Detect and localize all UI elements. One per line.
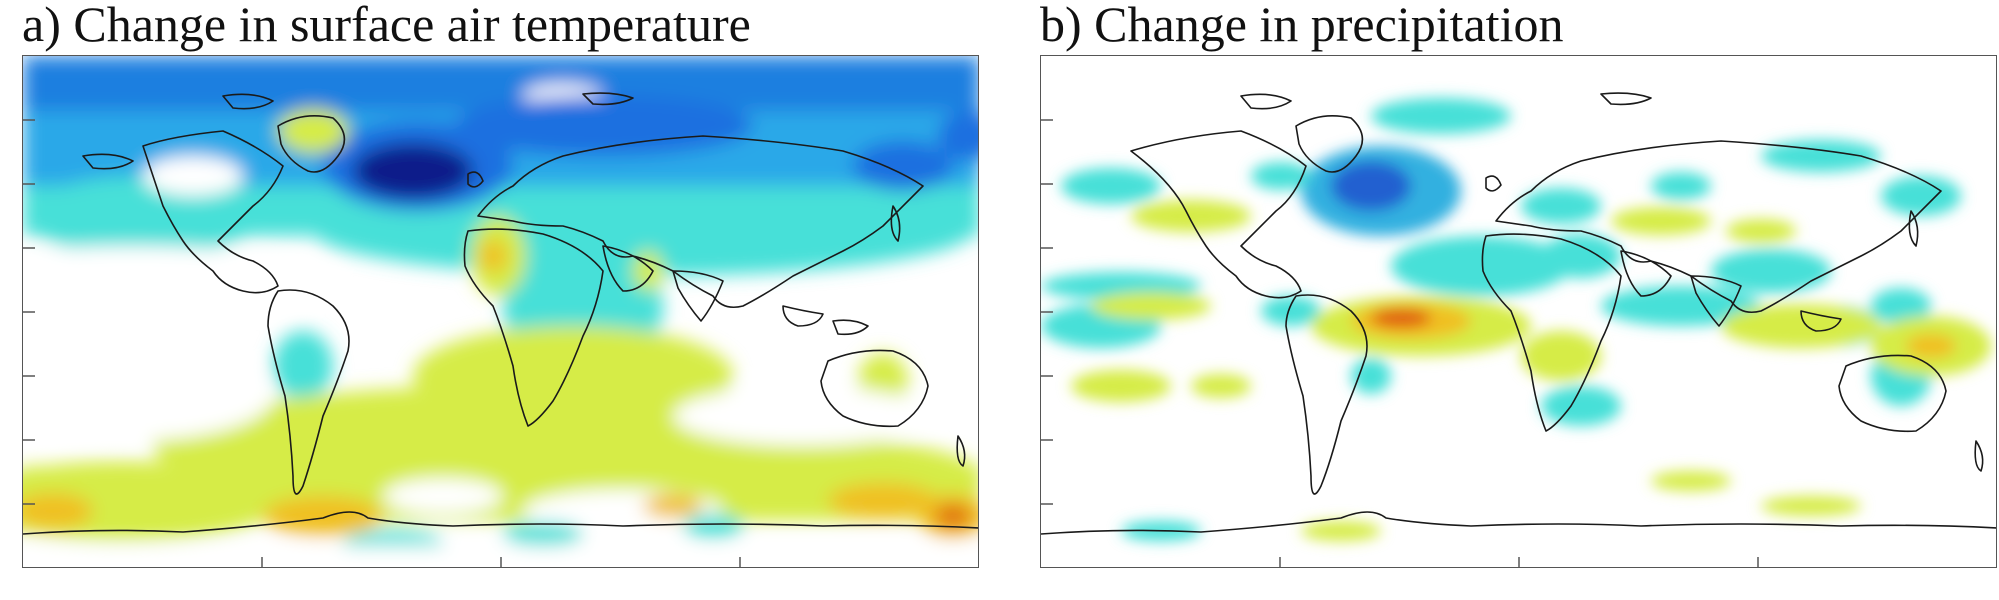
precipitation-change-map: [1040, 55, 1997, 568]
coastlines-b: [1041, 92, 1996, 535]
temperature-change-map-svg: [23, 56, 978, 567]
temperature-change-map: [22, 55, 979, 568]
temperature-field: [23, 56, 978, 567]
precipitation-change-map-svg: [1041, 92, 1996, 567]
map-ticks: [23, 119, 741, 567]
precipitation-field: [1041, 98, 1991, 541]
panel-a-title: a) Change in surface air temperature: [22, 0, 751, 52]
map-ticks-b: [1041, 119, 1759, 567]
panel-b-title: b) Change in precipitation: [1040, 0, 1564, 52]
coastlines: [23, 92, 978, 535]
